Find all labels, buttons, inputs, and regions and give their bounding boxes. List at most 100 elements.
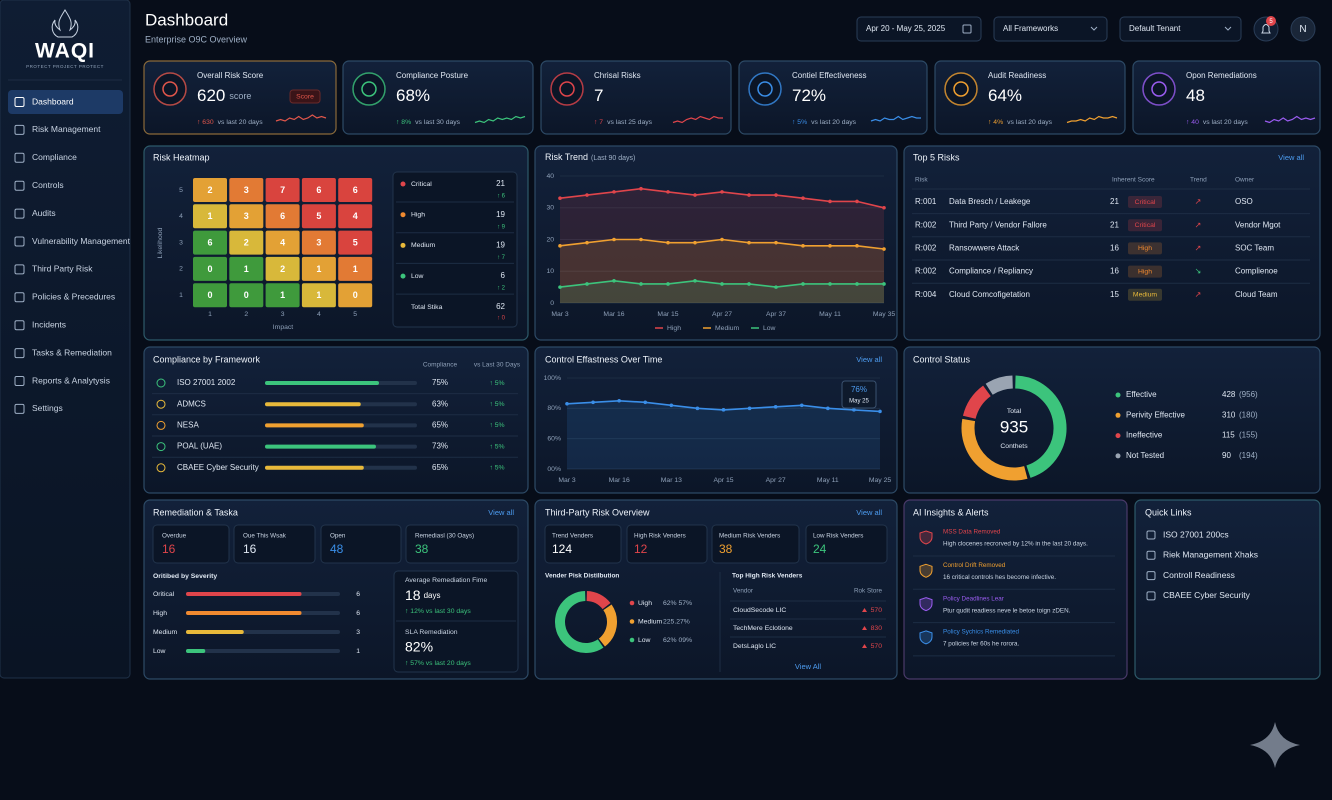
quick-link[interactable]: Controll Readiness (1163, 570, 1235, 580)
legend-count: 6 (501, 271, 506, 280)
nav-item[interactable]: Compliance (32, 152, 77, 162)
change-label: ↑ 5% (489, 401, 504, 408)
y-tick-label: 30 (546, 205, 554, 212)
vendor-score: 830 (871, 625, 883, 632)
quick-link[interactable]: CBAEE Cyber Security (1163, 590, 1251, 600)
point (828, 199, 832, 204)
nav-item[interactable]: Risk Management (32, 124, 101, 134)
legend-value: 428 (1222, 390, 1236, 399)
sparkline (1066, 115, 1118, 124)
kpi-change: ↑ 5% vs last 20 days (792, 119, 857, 126)
nav-item[interactable]: Dashboard (32, 96, 74, 106)
panel-title-text: Risk Trend (545, 152, 588, 162)
quick-link[interactable]: Riek Management Xhaks (1163, 550, 1258, 560)
kpi-icon (944, 72, 978, 106)
dropdown[interactable] (856, 16, 982, 42)
severity-label: Low (153, 648, 166, 655)
table-header: vs Last 30 Days (474, 362, 521, 369)
stat-label: Open (330, 533, 346, 540)
dropdown-label[interactable]: Apr 20 - May 25, 2025 (866, 24, 946, 33)
avatar[interactable] (1290, 16, 1316, 42)
bar (265, 423, 364, 428)
legend-change: ↑ 2 (497, 286, 506, 292)
legend-value: 310 (1222, 410, 1236, 419)
heat-cell (193, 204, 227, 229)
x-tick-label: Mar 15 (657, 311, 678, 318)
heat-cell (338, 230, 373, 255)
y-tick-label: 100% (544, 375, 561, 382)
heat-cell-value: 1 (207, 211, 212, 221)
area (560, 188, 884, 303)
point (828, 244, 832, 248)
view-all-link[interactable]: View all (488, 508, 514, 517)
y-tick-label: 80% (547, 405, 561, 412)
donut-center-value: 935 (1000, 417, 1028, 436)
nav-item[interactable]: Incidents (32, 319, 66, 329)
point (585, 240, 589, 245)
point (591, 400, 595, 405)
link-icon (1146, 550, 1156, 560)
view-all-link[interactable]: View all (856, 355, 882, 364)
view-all-link[interactable]: View all (1278, 153, 1304, 162)
quick-link[interactable]: ISO 27001 200cs (1163, 529, 1229, 539)
nav-item[interactable]: Third Party Risk (32, 264, 93, 274)
kpi-title: Compliance Posture (396, 71, 469, 80)
metric-title: Average Remediation Fime (405, 577, 487, 584)
heat-cell (265, 283, 300, 308)
point (747, 406, 752, 411)
view-all-link[interactable]: View all (856, 508, 882, 517)
risk-indicator (862, 644, 867, 648)
alert-title: Policy Sychics Remediated (943, 629, 1019, 636)
legend-dot (629, 637, 635, 643)
point (855, 199, 859, 204)
kpi-change: ↑ 4% vs last 20 days (988, 119, 1053, 126)
level-badge (1128, 196, 1162, 208)
panel (342, 60, 534, 135)
heat-cell (229, 256, 264, 281)
nav-item[interactable]: Settings (32, 403, 63, 413)
change-label: ↑ 5% (489, 443, 504, 450)
alert-icon (919, 563, 933, 578)
y-tick-label: 40 (546, 173, 554, 180)
dropdown[interactable] (993, 16, 1108, 42)
dropdown[interactable] (1119, 16, 1242, 42)
logo: WAQI (35, 40, 95, 63)
heat-cell (265, 178, 300, 202)
value-label: 65% (432, 463, 448, 472)
point (693, 240, 697, 245)
legend-dot (400, 212, 406, 218)
avatar-initial[interactable]: N (1299, 24, 1306, 35)
risk-indicator (862, 608, 867, 612)
nav-item[interactable]: Vulnerability Management (32, 236, 131, 246)
severity-value: 6 (356, 591, 360, 598)
donut-center-label: Total (1007, 408, 1022, 415)
legend-dot (400, 181, 406, 187)
nav-item[interactable]: Audits (32, 208, 56, 218)
nav-item[interactable]: Reports & Analytysis (32, 375, 110, 385)
heat-cell (229, 204, 264, 229)
heat-cell (301, 178, 336, 202)
risk-level: Critical (1135, 222, 1156, 229)
heat-cell-value: 6 (207, 237, 212, 247)
sparkline (672, 115, 723, 124)
view-all-link[interactable]: View All (795, 662, 821, 671)
x-tick-label: Mar 3 (551, 311, 569, 318)
section-title: Oritibed by Severity (153, 573, 217, 580)
dropdown-label[interactable]: Default Tenant (1129, 24, 1181, 33)
nav-item[interactable]: Policies & Precedures (32, 292, 115, 302)
nav-icon (14, 236, 25, 247)
point (558, 244, 562, 248)
framework-name: POAL (UAE) (177, 442, 222, 451)
alert-text: High clocenes recrorved by 12% in the la… (943, 541, 1088, 548)
framework-icon (156, 378, 166, 388)
kpi-change-note: vs last 30 days (415, 119, 461, 126)
panel-title: AI Insights & Alerts (913, 507, 989, 517)
nav-item[interactable]: Controls (32, 180, 64, 190)
level-badge (1128, 219, 1162, 232)
risk-id: R:002 (915, 267, 937, 276)
kpi-change: ↑ 630 vs last 20 days (197, 119, 263, 126)
nav-item[interactable]: Tasks & Remediation (32, 347, 112, 357)
panel-subtitle: (Last 90 days) (591, 155, 635, 162)
bar (265, 381, 379, 385)
dropdown-label[interactable]: All Frameworks (1003, 24, 1058, 33)
